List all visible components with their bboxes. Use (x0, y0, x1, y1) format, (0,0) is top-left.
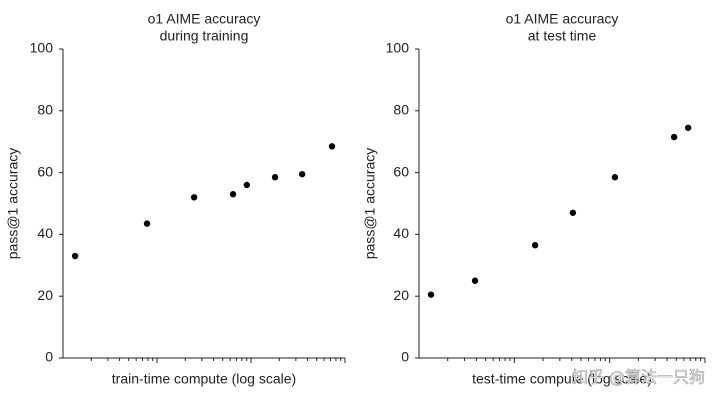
watermark: 知乎 @算法一只狗 (572, 368, 705, 387)
y-tick-label: 20 (393, 287, 409, 303)
y-tick-label: 0 (45, 349, 53, 365)
point (243, 181, 251, 189)
x-axis-label: test-time compute (log scale) (472, 371, 652, 387)
point (471, 277, 479, 284)
y-tick-label: 40 (37, 225, 53, 241)
y-tick-label: 40 (393, 225, 409, 241)
y-axis-label: pass@1 accuracy (5, 148, 21, 259)
y-tick-label: 80 (393, 102, 409, 118)
x-axis-label: train-time compute (log scale) (112, 371, 296, 387)
chart-title: o1 AIME accuracy (506, 11, 619, 27)
y-tick-label: 0 (401, 349, 409, 365)
chart-title: o1 AIME accuracy (148, 11, 261, 27)
point (427, 291, 435, 298)
y-tick-label: 60 (393, 163, 409, 179)
chart-title: at test time (528, 28, 597, 44)
point (670, 133, 678, 141)
y-tick-label: 100 (386, 40, 410, 56)
y-tick-label: 20 (37, 287, 53, 303)
point (569, 209, 577, 216)
point (531, 242, 539, 249)
y-tick-label: 80 (37, 102, 53, 118)
point (684, 124, 692, 131)
point (143, 220, 151, 227)
y-tick-label: 60 (37, 163, 53, 179)
point (271, 174, 279, 181)
point (328, 143, 336, 150)
point (190, 194, 198, 201)
y-axis-label: pass@1 accuracy (362, 148, 378, 259)
point (229, 191, 237, 198)
point (298, 170, 306, 178)
chart-title: during training (160, 28, 249, 44)
y-tick-label: 100 (30, 40, 54, 56)
point (71, 252, 79, 260)
point (611, 174, 619, 181)
